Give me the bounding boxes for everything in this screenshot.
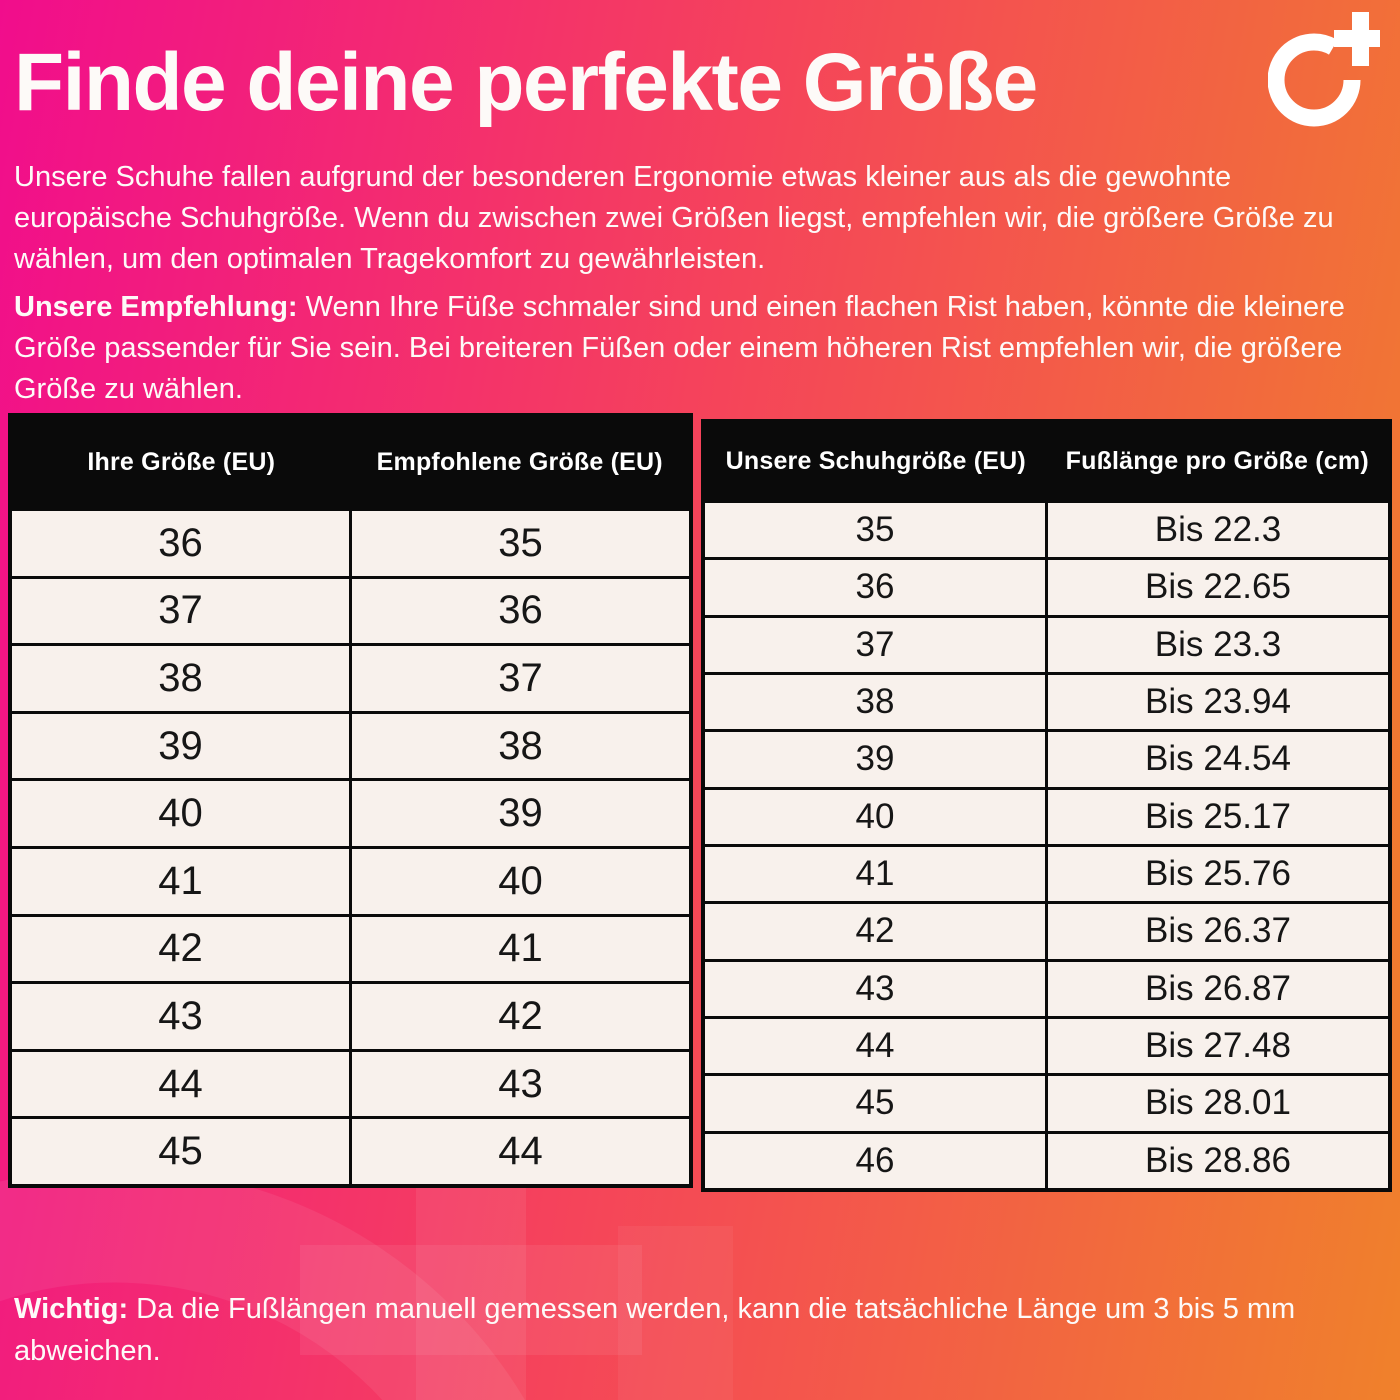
- table-row: 46 Bis 28.86: [705, 1130, 1388, 1188]
- table-cell: Bis 27.48: [1045, 1018, 1388, 1074]
- table-cell: 35: [349, 511, 689, 576]
- table-row: 40 Bis 25.17: [705, 786, 1388, 844]
- important-note-label: Wichtig:: [14, 1293, 129, 1325]
- table-row: 41 Bis 25.76: [705, 843, 1388, 902]
- table-cell: 41: [349, 916, 689, 982]
- table-row: 45 Bis 28.01: [705, 1073, 1388, 1131]
- circle-plus-logo-icon: [1268, 12, 1380, 127]
- table-row: 44 Bis 27.48: [705, 1015, 1388, 1074]
- table-row: 41 40: [12, 845, 689, 914]
- table-cell: 36: [855, 567, 895, 607]
- table-header-row: Unsere Schuhgröße (EU) Fußlänge pro Größe…: [705, 423, 1388, 500]
- important-note: Wichtig: Da die Fußlängen manuell gemess…: [14, 1288, 1389, 1372]
- table-cell: Bis 23.3: [1045, 617, 1388, 672]
- table-cell: 43: [158, 993, 203, 1038]
- table-cell: 41: [158, 858, 203, 903]
- table-cell: Bis 28.86: [1045, 1133, 1388, 1188]
- table-cell: 39: [349, 781, 689, 846]
- table-cell: 45: [158, 1129, 203, 1174]
- table-row: 36 35: [12, 508, 689, 576]
- table-cell: 44: [349, 1119, 689, 1184]
- table-row: 42 Bis 26.37: [705, 901, 1388, 959]
- table-row: 38 Bis 23.94: [705, 671, 1388, 730]
- foot-length-table: Unsere Schuhgröße (EU) Fußlänge pro Größe…: [701, 419, 1392, 1192]
- table-row: 35 Bis 22.3: [705, 500, 1388, 558]
- table-cell: 41: [855, 854, 895, 894]
- recommendation-label: Unsere Empfehlung:: [14, 291, 298, 323]
- table-cell: 40: [855, 796, 895, 836]
- column-header: Unsere Schuhgröße (EU): [725, 447, 1026, 475]
- table-cell: Bis 23.94: [1045, 674, 1388, 730]
- table-cell: 38: [158, 655, 203, 700]
- table-header-row: Ihre Größe (EU) Empfohlene Größe (EU): [12, 417, 689, 508]
- table-row: 37 Bis 23.3: [705, 614, 1388, 672]
- table-cell: 44: [158, 1061, 203, 1106]
- table-row: 40 39: [12, 778, 689, 846]
- column-header: Empfohlene Größe (EU): [376, 448, 663, 476]
- table-cell: Bis 28.01: [1045, 1076, 1388, 1131]
- intro-text: Unsere Schuhe fallen aufgrund der besond…: [14, 161, 1334, 276]
- table-row: 44 43: [12, 1048, 689, 1117]
- table-cell: 43: [349, 1051, 689, 1117]
- table-row: 39 Bis 24.54: [705, 729, 1388, 787]
- size-conversion-table: Ihre Größe (EU) Empfohlene Größe (EU) 36 35…: [8, 413, 693, 1188]
- column-header: Ihre Größe (EU): [87, 448, 276, 476]
- table-cell: 38: [349, 713, 689, 779]
- column-header: Fußlänge pro Größe (cm): [1065, 447, 1369, 475]
- page-title: Finde deine perfekte Größe: [14, 37, 1038, 128]
- table-cell: 40: [349, 848, 689, 914]
- table-cell: 45: [855, 1083, 895, 1123]
- table-cell: 39: [158, 723, 203, 768]
- table-cell: 36: [349, 578, 689, 644]
- table-cell: Bis 22.65: [1045, 560, 1388, 615]
- table-cell: 37: [158, 588, 203, 633]
- important-note-body: Da die Fußlängen manuell gemessen werden…: [14, 1293, 1296, 1368]
- table-cell: Bis 26.37: [1045, 904, 1388, 959]
- table-cell: 39: [855, 739, 895, 779]
- table-cell: Bis 26.87: [1045, 961, 1388, 1016]
- table-cell: Bis 25.17: [1045, 789, 1388, 844]
- table-row: 36 Bis 22.65: [705, 557, 1388, 615]
- table-cell: 46: [855, 1140, 895, 1180]
- table-row: 45 44: [12, 1116, 689, 1184]
- table-row: 43 Bis 26.87: [705, 958, 1388, 1016]
- table-cell: 43: [855, 968, 895, 1008]
- table-cell: 38: [855, 682, 895, 722]
- table-cell: 37: [349, 646, 689, 711]
- table-cell: 37: [855, 624, 895, 664]
- table-cell: 42: [158, 926, 203, 971]
- table-cell: 42: [855, 911, 895, 951]
- table-cell: 40: [158, 791, 203, 836]
- table-cell: Bis 22.3: [1045, 503, 1388, 558]
- table-row: 43 42: [12, 981, 689, 1049]
- recommendation-text: Unsere Empfehlung: Wenn Ihre Füße schmal…: [14, 287, 1394, 411]
- table-cell: 44: [855, 1026, 895, 1066]
- table-cell: Bis 24.54: [1045, 732, 1388, 787]
- table-cell: 35: [855, 510, 895, 550]
- table-row: 38 37: [12, 643, 689, 711]
- table-row: 42 41: [12, 913, 689, 982]
- table-cell: 36: [158, 520, 203, 565]
- table-row: 39 38: [12, 710, 689, 779]
- table-row: 37 36: [12, 575, 689, 644]
- recommendation-body: Wenn Ihre Füße schmaler sind und einen f…: [14, 291, 1345, 406]
- table-cell: 42: [349, 984, 689, 1049]
- table-cell: Bis 25.76: [1045, 846, 1388, 902]
